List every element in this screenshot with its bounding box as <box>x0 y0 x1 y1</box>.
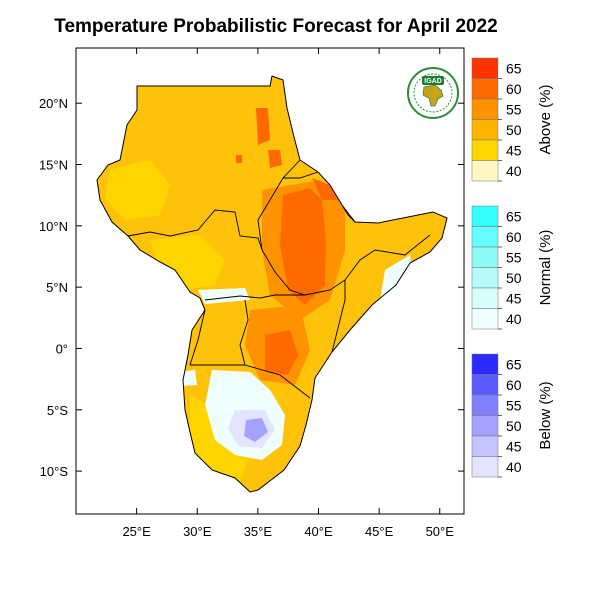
legend-level: 45 <box>506 142 522 158</box>
lat-tick-label: 15°N <box>39 158 68 173</box>
map-title: Temperature Probabilistic Forecast for A… <box>54 16 498 37</box>
zone-above-45-north <box>105 160 170 220</box>
zone-above-55-spot <box>236 155 242 163</box>
legend-title: Below (%) <box>537 381 554 449</box>
border-sudan-south-sudan <box>127 209 263 251</box>
border-djibouti <box>341 204 356 223</box>
border-south-sudan-ethiopia <box>261 249 306 296</box>
legend-level: 65 <box>506 356 522 372</box>
border-ethiopia-somalia <box>344 234 431 281</box>
lon-tick-label: 45°E <box>365 524 394 539</box>
zone-below-50 <box>244 418 268 442</box>
legend-level: 40 <box>506 459 522 475</box>
border-kenya-somalia <box>331 280 346 353</box>
coastline <box>96 75 448 493</box>
zone-above-55-eritrea <box>268 150 282 168</box>
legend: 65 60 55 50 45 40 Above (%) 65 60 55 50 45 40 Normal … <box>471 57 554 478</box>
zone-above-55-ethiopia <box>280 188 326 305</box>
border-eritrea <box>283 171 319 179</box>
logo-africa-shape <box>422 84 444 107</box>
zone-above-55-kenya <box>265 330 298 375</box>
lon-tick-label: 30°E <box>183 524 212 539</box>
legend-level: 40 <box>506 163 522 179</box>
zone-normal-uganda <box>198 288 250 304</box>
legend-swatch <box>471 267 499 289</box>
lat-tick-label: 10°S <box>40 464 69 479</box>
legend-above: 65 60 55 50 45 40 Above (%) <box>471 57 554 182</box>
legend-swatch <box>471 308 499 330</box>
legend-level: 40 <box>506 311 522 327</box>
legend-swatch <box>471 374 499 396</box>
legend-level: 55 <box>506 249 522 265</box>
legend-level: 50 <box>506 418 522 434</box>
legend-swatch <box>471 57 499 79</box>
border-sudan-ethiopia <box>257 159 301 251</box>
legend-swatch <box>471 394 499 416</box>
legend-swatch <box>471 205 499 227</box>
legend-swatch <box>471 119 499 141</box>
lat-tick-label: 5°N <box>46 280 68 295</box>
zone-above-55-red-sea <box>312 178 340 200</box>
legend-level: 45 <box>506 290 522 306</box>
legend-level: 65 <box>506 208 522 224</box>
legend-swatch <box>471 98 499 120</box>
border-kenya-ethiopia <box>275 279 346 296</box>
legend-title: Normal (%) <box>537 230 554 306</box>
logo-badge <box>422 76 444 85</box>
legend-below: 65 60 55 50 45 40 Below (%) <box>471 353 554 478</box>
legend-swatch <box>471 78 499 100</box>
legend-swatch <box>471 246 499 268</box>
lon-tick-label: 25°E <box>122 524 151 539</box>
lat-tick-label: 5°S <box>47 403 68 418</box>
legend-swatch <box>471 353 499 375</box>
legend-level: 65 <box>506 60 522 76</box>
legend-level: 60 <box>506 377 522 393</box>
legend-swatch <box>471 415 499 437</box>
legend-level: 60 <box>506 229 522 245</box>
longitude-axis: 25°E 30°E 35°E 40°E 45°E 50°E <box>122 48 454 539</box>
legend-swatch <box>471 160 499 182</box>
legend-swatch <box>471 226 499 248</box>
country-borders <box>127 159 431 399</box>
lat-tick-label: 10°N <box>39 219 68 234</box>
lat-tick-label: 0° <box>56 341 68 356</box>
legend-title: Above (%) <box>537 84 554 154</box>
legend-level: 50 <box>506 122 522 138</box>
zone-above-55-sudan <box>256 108 270 145</box>
border-uganda-west <box>189 309 206 366</box>
logo-inner-ring <box>413 73 453 113</box>
border-uganda-kenya <box>239 299 249 366</box>
legend-swatch <box>471 435 499 457</box>
legend-swatch <box>471 456 499 478</box>
legend-swatch <box>471 287 499 309</box>
legend-level: 60 <box>506 81 522 97</box>
border-kenya-tanzania <box>244 364 311 399</box>
lon-tick-label: 35°E <box>244 524 273 539</box>
legend-normal: 65 60 55 50 45 40 Normal (%) <box>471 205 554 330</box>
lon-tick-label: 40°E <box>304 524 333 539</box>
latitude-axis: 20°N 15°N 10°N 5°N 0° 5°S 10°S <box>39 96 464 479</box>
border-south-sudan-uganda <box>204 294 276 301</box>
legend-swatch <box>471 139 499 161</box>
lon-tick-label: 50°E <box>426 524 455 539</box>
lat-tick-label: 20°N <box>39 96 68 111</box>
igad-logo: IGAD <box>407 67 459 119</box>
forecast-field <box>96 75 448 493</box>
legend-level: 55 <box>506 397 522 413</box>
legend-level: 55 <box>506 101 522 117</box>
legend-level: 45 <box>506 438 522 454</box>
legend-level: 50 <box>506 270 522 286</box>
logo-text: IGAD <box>424 78 442 85</box>
